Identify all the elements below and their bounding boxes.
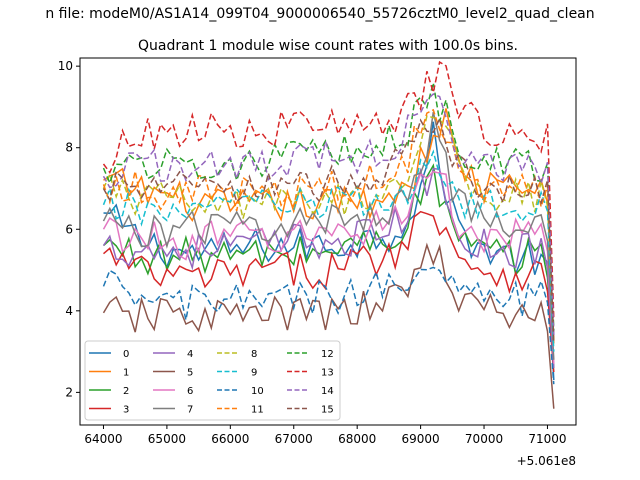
series-line-13: [102, 60, 555, 320]
y-tick-label: 6: [65, 222, 73, 236]
x-tick-label: 66000: [211, 432, 249, 446]
legend-label: 3: [123, 405, 129, 416]
series-line-12: [102, 82, 555, 332]
series-line-9: [102, 149, 555, 352]
legend-label: 10: [251, 386, 264, 397]
y-tick-label: 2: [65, 385, 73, 399]
legend-label: 2: [123, 386, 129, 397]
series-line-7: [102, 111, 555, 360]
y-tick-label: 10: [58, 59, 73, 73]
series-line-10: [102, 266, 555, 385]
legend-label: 6: [187, 386, 193, 397]
series-line-1: [103, 108, 555, 344]
x-tick-label: 71000: [528, 432, 566, 446]
x-tick-label: 67000: [275, 432, 313, 446]
y-axis: 2 4 6 8 10: [58, 59, 80, 399]
legend-label: 0: [123, 349, 129, 360]
legend-label: 4: [187, 349, 193, 360]
y-tick-label: 4: [65, 304, 73, 318]
series-line-15: [102, 116, 555, 344]
legend-label: 7: [187, 405, 193, 416]
x-tick-label: 68000: [338, 432, 376, 446]
series-line-0: [103, 121, 555, 381]
x-axis: 64000 65000 66000 67000 68000 69000 70000 71000: [84, 425, 567, 446]
series-line-4: [102, 167, 555, 368]
x-tick-label: 69000: [402, 432, 440, 446]
legend-label: 8: [251, 349, 257, 360]
legend-label: 11: [251, 405, 264, 416]
series-line-6: [102, 170, 555, 364]
series-line-11: [102, 108, 555, 336]
series-layer: [102, 60, 555, 409]
figure-suptitle: n file: modeM0/AS1A14_099T04_9000006540_…: [45, 6, 594, 22]
series-line-5: [102, 242, 555, 409]
legend-frame: [84, 340, 341, 421]
x-tick-label: 70000: [465, 432, 503, 446]
x-offset-label: +5.061e8: [517, 454, 576, 468]
y-tick-label: 8: [65, 141, 73, 155]
series-line-3: [103, 210, 555, 373]
legend-label: 9: [251, 368, 257, 379]
x-tick-label: 64000: [84, 432, 122, 446]
plot-frame: [79, 57, 577, 426]
chart-title: Quadrant 1 module wise count rates with …: [138, 38, 518, 54]
legend-label: 14: [321, 386, 334, 397]
legend-label: 15: [321, 405, 334, 416]
series-line-14: [102, 93, 555, 336]
legend-label: 5: [187, 368, 193, 379]
legend-label: 12: [321, 349, 334, 360]
x-tick-label: 65000: [148, 432, 186, 446]
legend-label: 13: [321, 368, 334, 379]
legend-label: 1: [123, 368, 129, 379]
